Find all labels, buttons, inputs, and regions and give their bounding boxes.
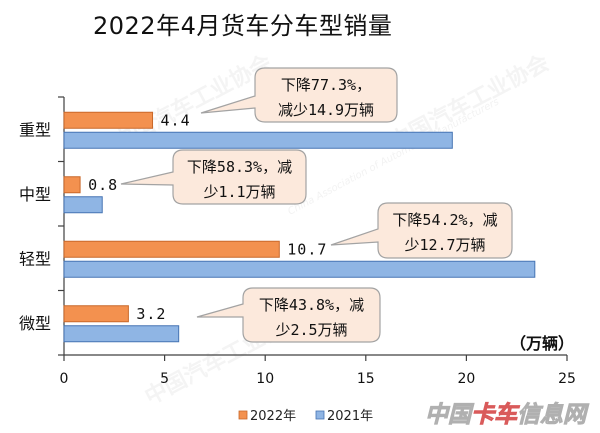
category-label-medium: 中型 [19, 185, 51, 204]
callouts-group: 下降77.3%，减少14.9万辆下降58.3%，减少1.1万辆下降54.2%，减… [120, 67, 513, 343]
callout-text-line: 下降43.8%，减 [259, 296, 364, 314]
callout-text-line: 少1.1万辆 [203, 183, 275, 201]
x-tick-label-10: 10 [256, 371, 274, 387]
x-tick-label-25: 25 [558, 371, 576, 387]
data-label-2022-light: 10.7 [287, 240, 327, 258]
data-label-2022-medium: 0.8 [88, 176, 118, 194]
category-label-mini: 微型 [19, 314, 51, 333]
callout-text-line: 下降58.3%，减 [187, 158, 292, 176]
data-label-2022-mini: 3.2 [136, 305, 166, 323]
bars-group [63, 111, 536, 343]
category-label-heavy: 重型 [19, 120, 51, 139]
data-label-2022-heavy: 4.4 [161, 111, 191, 129]
callout-heavy: 下降77.3%， 减少14.9万辆 [200, 67, 398, 123]
x-tick-label-5: 5 [160, 371, 169, 387]
bar-2021-light [63, 260, 536, 278]
bar-2022-heavy [63, 111, 154, 129]
legend-label-2021: 2021年 [327, 409, 373, 424]
callout-bubble [200, 67, 398, 123]
legend-label-2022: 2022年 [250, 409, 296, 424]
callout-text-line: 下降77.3%， [281, 76, 371, 94]
callout-text-line: 减少14.9万辆 [278, 101, 374, 119]
legend-swatch-2022 [238, 410, 248, 420]
callout-medium: 下降58.3%，减少1.1万辆 [120, 149, 307, 205]
bar-2022-mini [63, 305, 129, 323]
callout-text-line: 少12.7万辆 [404, 236, 485, 254]
logo-part: 卡车 [471, 402, 520, 428]
callout-bubble [120, 149, 307, 205]
x-tick-label-15: 15 [357, 371, 375, 387]
bar-2021-medium [63, 196, 103, 214]
site-logo: 中国卡车信息网 [425, 401, 590, 428]
callout-text-line: 下降54.2%，减 [392, 211, 497, 229]
logo-part: 信息网 [517, 401, 590, 428]
x-tick-label-20: 20 [457, 371, 475, 387]
unit-label: （万辆） [510, 334, 574, 353]
chart-title: 2022年4月货车分车型销量 [93, 12, 393, 40]
logo-part: 中国 [425, 402, 475, 428]
legend: 2022年 2021年 [238, 409, 373, 424]
callout-mini: 下降43.8%，减少2.5万辆 [196, 287, 381, 343]
callout-text-line: 少2.5万辆 [275, 321, 347, 339]
callout-bubble [330, 202, 513, 259]
labels-group: 重型 4.4 中型 0.8 轻型 10.7 微型 3.2 [19, 111, 327, 333]
x-tick-label-0: 0 [60, 371, 69, 387]
category-label-light: 轻型 [19, 249, 51, 268]
bar-2021-heavy [63, 131, 453, 149]
bar-2022-light [63, 240, 280, 258]
bar-2022-medium [63, 176, 81, 194]
bar-2021-mini [63, 325, 180, 343]
legend-swatch-2021 [315, 410, 325, 420]
callout-bubble [196, 287, 381, 343]
